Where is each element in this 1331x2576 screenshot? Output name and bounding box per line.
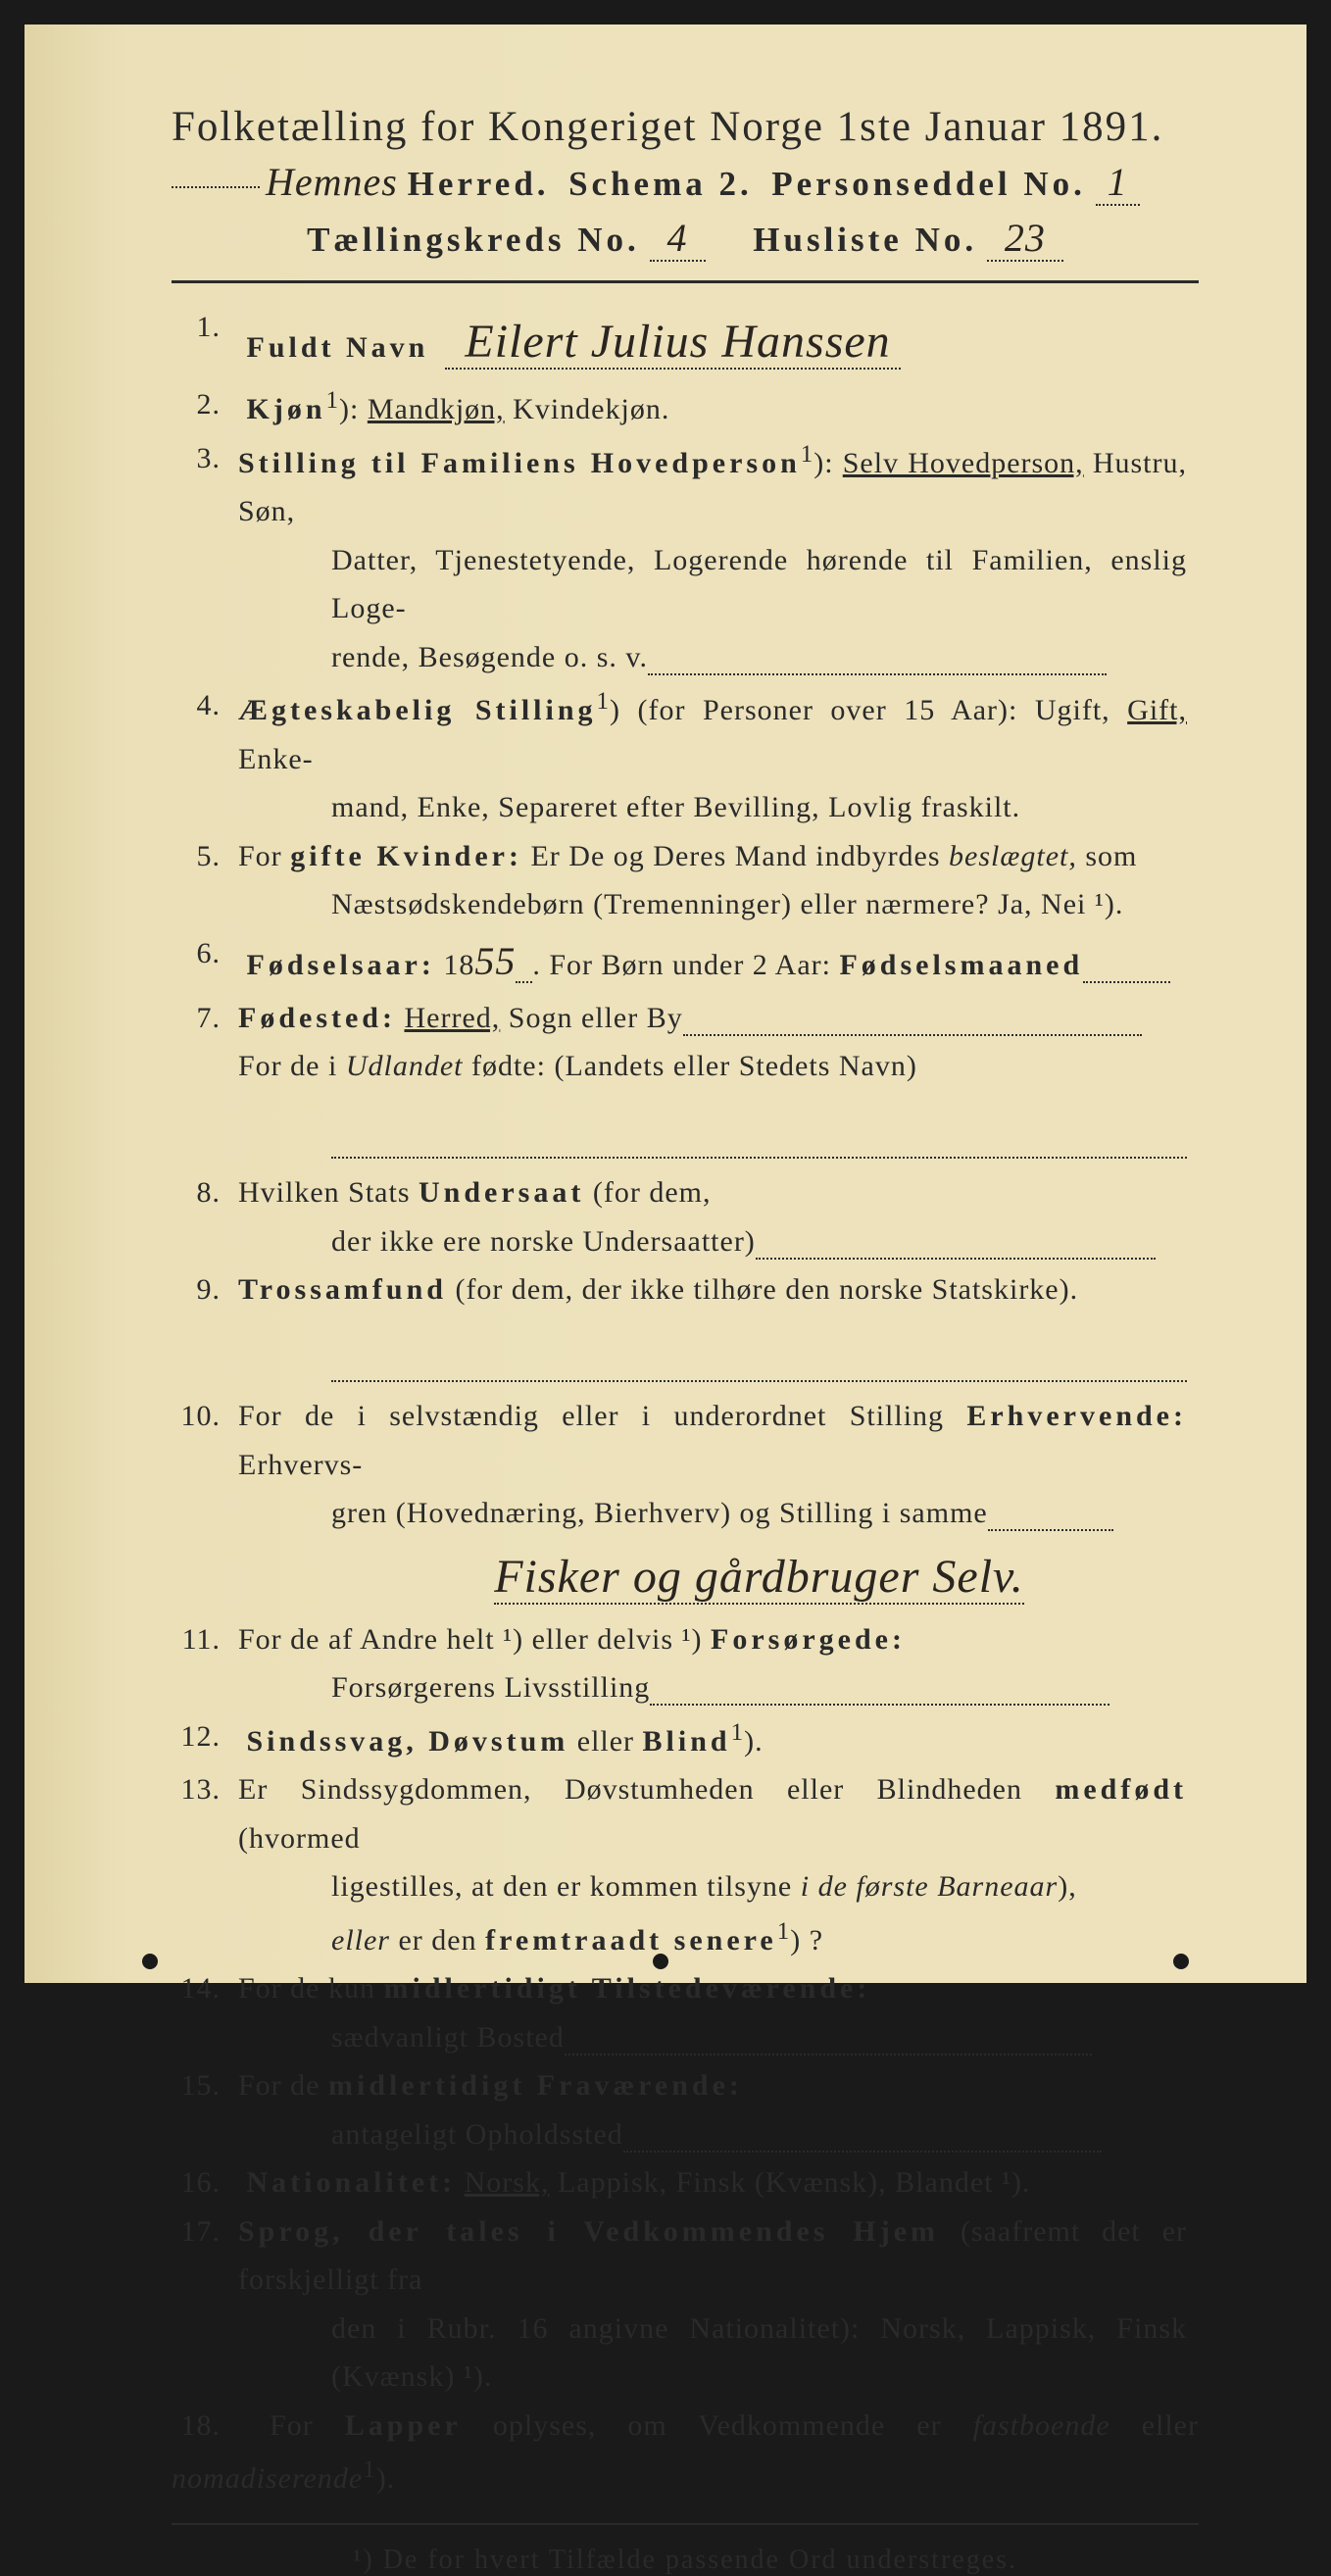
personseddel-label: Personseddel No. bbox=[771, 165, 1086, 203]
field-label: Fuldt Navn bbox=[247, 331, 429, 364]
field-label: midlertidigt Tilstedeværende: bbox=[384, 1972, 871, 2005]
selected-option: Herred, bbox=[404, 1002, 500, 1034]
occupation-value: Fisker og gårdbruger Selv. bbox=[494, 1551, 1024, 1605]
schema-label: Schema 2. bbox=[568, 165, 753, 203]
field-12: 12. Sindssvag, Døvstum eller Blind1). bbox=[172, 1712, 1199, 1766]
field-num: 4. bbox=[172, 681, 221, 730]
field-label: Trossamfund bbox=[238, 1273, 447, 1306]
field-1: 1. Fuldt Navn Eilert Julius Hanssen bbox=[172, 303, 1199, 380]
field-num: 17. bbox=[172, 2207, 221, 2256]
divider-bottom bbox=[172, 2523, 1199, 2525]
selected-option: Selv Hovedperson, bbox=[843, 447, 1084, 479]
field-label: Erhvervende: bbox=[966, 1400, 1187, 1432]
field-num: 6. bbox=[172, 929, 221, 978]
field-8: 8. Hvilken Stats Undersaat (for dem, der… bbox=[172, 1168, 1199, 1265]
field-num: 1. bbox=[172, 303, 221, 352]
field-label: Stilling til Familiens Hovedperson bbox=[238, 447, 801, 479]
herred-label: Herred. bbox=[408, 165, 550, 203]
name-value: Eilert Julius Hanssen bbox=[445, 316, 900, 370]
husliste-label: Husliste No. bbox=[753, 221, 977, 259]
field-label: Ægteskabelig Stilling bbox=[238, 694, 597, 726]
field-13: 13. Er Sindssygdommen, Døvstumheden elle… bbox=[172, 1765, 1199, 1964]
field-label: Sindssvag, Døvstum bbox=[247, 1725, 569, 1758]
field-num: 18. bbox=[172, 2402, 221, 2451]
field-5: 5. For gifte Kvinder: Er De og Deres Man… bbox=[172, 832, 1199, 929]
taellingskreds-label: Tællingskreds No. bbox=[307, 221, 640, 259]
field-label: Kjøn bbox=[247, 393, 326, 425]
footnote: ¹) De for hvert Tilfælde passende Ord un… bbox=[172, 2545, 1199, 2576]
field-15: 15. For de midlertidigt Fraværende: anta… bbox=[172, 2061, 1199, 2158]
husliste-value: 23 bbox=[987, 216, 1063, 262]
selected-option: Gift, bbox=[1127, 694, 1187, 726]
field-label: gifte Kvinder: bbox=[290, 840, 522, 872]
form-title: Folketælling for Kongeriget Norge 1ste J… bbox=[172, 103, 1199, 151]
divider-top bbox=[172, 280, 1199, 283]
field-label: Fødested: bbox=[238, 1002, 396, 1034]
selected-option: Norsk, bbox=[465, 2166, 550, 2199]
field-label: Lapper bbox=[345, 2409, 462, 2442]
field-num: 2. bbox=[172, 380, 221, 429]
census-form-page: Folketælling for Kongeriget Norge 1ste J… bbox=[25, 25, 1306, 1983]
field-num: 12. bbox=[172, 1712, 221, 1761]
binding-hole bbox=[142, 1954, 158, 1969]
field-label: Forsørgede: bbox=[711, 1623, 906, 1656]
birthyear-value: 55 bbox=[474, 939, 516, 983]
field-3: 3. Stilling til Familiens Hovedperson1):… bbox=[172, 434, 1199, 682]
field-num: 16. bbox=[172, 2158, 221, 2207]
field-num: 15. bbox=[172, 2061, 221, 2110]
field-num: 8. bbox=[172, 1168, 221, 1217]
selected-option: Mandkjøn, bbox=[368, 393, 505, 425]
field-label: Undersaat bbox=[419, 1176, 584, 1209]
field-14: 14. For de kun midlertidigt Tilstedevære… bbox=[172, 1964, 1199, 2061]
field-num: 10. bbox=[172, 1392, 221, 1441]
header-line-2: Hemnes Herred. Schema 2. Personseddel No… bbox=[172, 159, 1199, 205]
field-label: medfødt bbox=[1055, 1773, 1187, 1806]
binding-hole bbox=[653, 1954, 668, 1969]
field-num: 9. bbox=[172, 1265, 221, 1314]
field-10: 10. For de i selvstændig eller i underor… bbox=[172, 1392, 1199, 1615]
field-num: 3. bbox=[172, 434, 221, 483]
herred-handwritten: Hemnes bbox=[266, 160, 398, 204]
field-num: 5. bbox=[172, 832, 221, 881]
header-line-3: Tællingskreds No. 4 Husliste No. 23 bbox=[172, 215, 1199, 261]
scan-frame: Folketælling for Kongeriget Norge 1ste J… bbox=[0, 0, 1331, 2007]
field-num: 14. bbox=[172, 1964, 221, 2013]
field-9: 9. Trossamfund (for dem, der ikke tilhør… bbox=[172, 1265, 1199, 1392]
field-17: 17. Sprog, der tales i Vedkommendes Hjem… bbox=[172, 2207, 1199, 2402]
field-18: 18. For Lapper oplyses, om Vedkommende e… bbox=[172, 2402, 1199, 2503]
binding-hole bbox=[1173, 1954, 1189, 1969]
field-11: 11. For de af Andre helt ¹) eller delvis… bbox=[172, 1615, 1199, 1712]
field-label: Nationalitet: bbox=[247, 2166, 457, 2199]
field-4: 4. Ægteskabelig Stilling1) (for Personer… bbox=[172, 681, 1199, 832]
field-label: midlertidigt Fraværende: bbox=[328, 2069, 743, 2102]
field-num: 7. bbox=[172, 994, 221, 1043]
field-16: 16. Nationalitet: Norsk, Lappisk, Finsk … bbox=[172, 2158, 1199, 2207]
field-2: 2. Kjøn1): Mandkjøn, Kvindekjøn. bbox=[172, 380, 1199, 434]
field-label: Sprog, der tales i Vedkommendes Hjem bbox=[238, 2215, 939, 2248]
personseddel-value: 1 bbox=[1096, 160, 1140, 206]
field-label: Fødselsaar: bbox=[247, 949, 435, 981]
field-num: 13. bbox=[172, 1765, 221, 1814]
taellingskreds-value: 4 bbox=[650, 216, 706, 262]
field-6: 6. Fødselsaar: 1855 . For Børn under 2 A… bbox=[172, 929, 1199, 994]
field-num: 11. bbox=[172, 1615, 221, 1664]
field-7: 7. Fødested: Herred, Sogn eller By For d… bbox=[172, 994, 1199, 1169]
